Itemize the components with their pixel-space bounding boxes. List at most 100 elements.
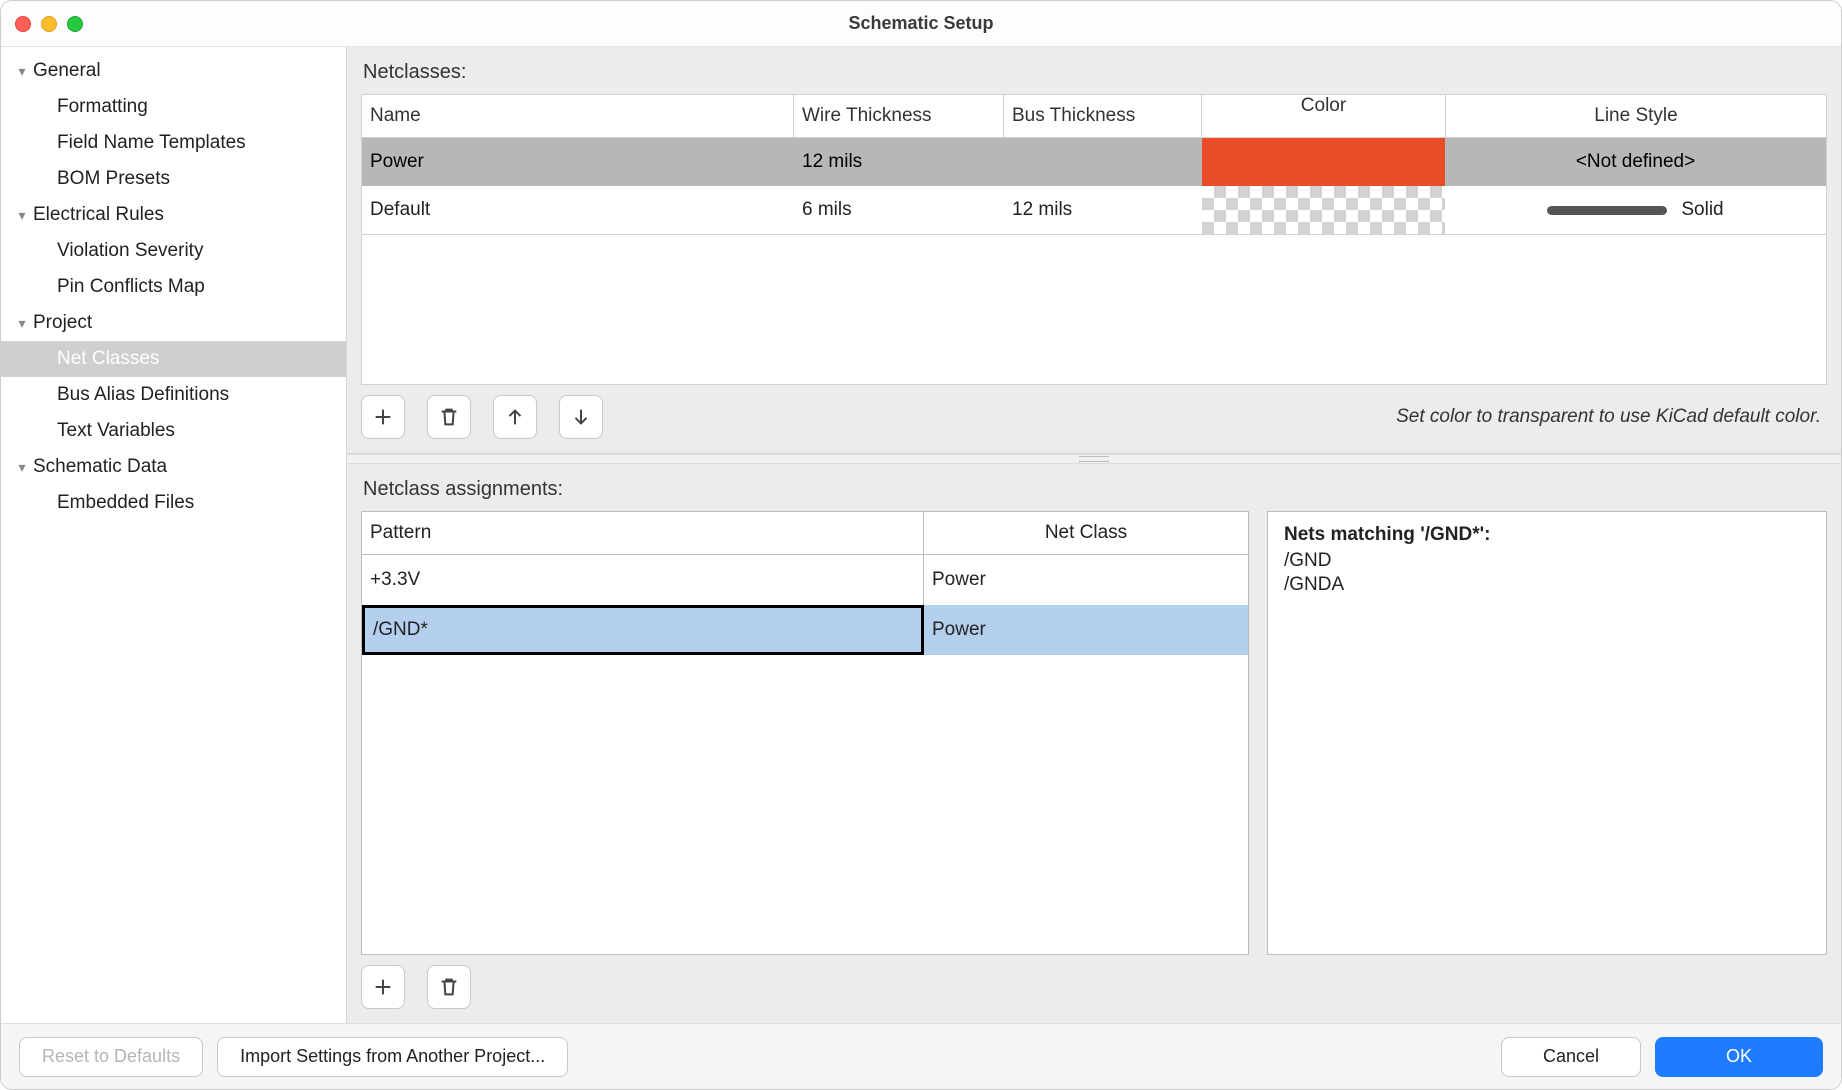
col-name[interactable]: Name: [362, 95, 794, 137]
sidebar-item[interactable]: Text Variables: [1, 413, 346, 449]
netclasses-grid-filler: [361, 235, 1827, 385]
assignments-grid[interactable]: Pattern Net Class +3.3VPower/GND*Power: [361, 511, 1249, 955]
sidebar-item-label: Bus Alias Definitions: [57, 384, 229, 406]
sidebar-item-label: Field Name Templates: [57, 132, 246, 154]
sidebar-item[interactable]: Embedded Files: [1, 485, 346, 521]
add-assignment-button[interactable]: [361, 965, 405, 1009]
sidebar-item-label: Text Variables: [57, 420, 175, 442]
cell-pattern[interactable]: /GND*: [362, 605, 924, 655]
chevron-down-icon: ▾: [11, 63, 33, 80]
netclass-row[interactable]: Power12 mils <Not defined>: [362, 138, 1826, 186]
schematic-setup-window: Schematic Setup ▾GeneralFormattingField …: [0, 0, 1842, 1090]
delete-netclass-button[interactable]: [427, 395, 471, 439]
matching-net: /GNDA: [1284, 574, 1810, 596]
sidebar-item-label: BOM Presets: [57, 168, 170, 190]
matching-nets-heading: Nets matching '/GND*':: [1284, 524, 1810, 546]
main-panel: Netclasses: Name Wire Thickness Bus Thic…: [347, 47, 1841, 1023]
move-up-button[interactable]: [493, 395, 537, 439]
line-style-label: Solid: [1681, 199, 1723, 221]
cell-line-style[interactable]: <Not defined>: [1446, 138, 1826, 186]
sidebar-item[interactable]: Net Classes: [1, 341, 346, 377]
sidebar-item-label: Pin Conflicts Map: [57, 276, 205, 298]
sidebar-group[interactable]: ▾Electrical Rules: [1, 197, 346, 233]
cancel-button[interactable]: Cancel: [1501, 1037, 1641, 1077]
assignment-row[interactable]: +3.3VPower: [362, 555, 1248, 605]
reset-defaults-button[interactable]: Reset to Defaults: [19, 1037, 203, 1077]
col-pattern[interactable]: Pattern: [362, 512, 924, 554]
ok-button[interactable]: OK: [1655, 1037, 1823, 1077]
assignments-grid-header: Pattern Net Class: [362, 512, 1248, 555]
window-controls: [15, 16, 83, 32]
sidebar-item[interactable]: Pin Conflicts Map: [1, 269, 346, 305]
cell-color[interactable]: [1202, 138, 1446, 186]
cell-pattern[interactable]: +3.3V: [362, 555, 924, 605]
cell-name[interactable]: Default: [362, 186, 794, 234]
panel-splitter[interactable]: [347, 454, 1841, 464]
chevron-down-icon: ▾: [11, 207, 33, 224]
close-window-icon[interactable]: [15, 16, 31, 32]
matching-nets-box: Nets matching '/GND*': /GND/GNDA: [1267, 511, 1827, 955]
sidebar-group-label: General: [33, 60, 101, 82]
sidebar: ▾GeneralFormattingField Name TemplatesBO…: [1, 47, 347, 1023]
netclasses-toolbar: Set color to transparent to use KiCad de…: [347, 385, 1841, 453]
cell-color[interactable]: [1202, 186, 1446, 234]
netclasses-panel: Netclasses: Name Wire Thickness Bus Thic…: [347, 47, 1841, 454]
chevron-down-icon: ▾: [11, 315, 33, 332]
sidebar-item[interactable]: Bus Alias Definitions: [1, 377, 346, 413]
delete-assignment-button[interactable]: [427, 965, 471, 1009]
sidebar-group-label: Schematic Data: [33, 456, 167, 478]
zoom-window-icon[interactable]: [67, 16, 83, 32]
cell-name[interactable]: Power: [362, 138, 794, 186]
netclasses-grid[interactable]: Name Wire Thickness Bus Thickness Color …: [361, 94, 1827, 235]
import-settings-button[interactable]: Import Settings from Another Project...: [217, 1037, 568, 1077]
col-bus[interactable]: Bus Thickness: [1004, 95, 1202, 137]
sidebar-group-label: Electrical Rules: [33, 204, 164, 226]
sidebar-group[interactable]: ▾General: [1, 53, 346, 89]
sidebar-item-label: Violation Severity: [57, 240, 203, 262]
color-swatch: [1202, 186, 1445, 234]
col-color[interactable]: Color: [1202, 95, 1446, 137]
assignments-toolbar: [347, 955, 1841, 1023]
line-style-display: Solid: [1547, 199, 1723, 221]
minimize-window-icon[interactable]: [41, 16, 57, 32]
sidebar-item[interactable]: Formatting: [1, 89, 346, 125]
assignment-row[interactable]: /GND*Power: [362, 605, 1248, 655]
netclass-row[interactable]: Default6 mils12 mils Solid: [362, 186, 1826, 234]
sidebar-item[interactable]: Field Name Templates: [1, 125, 346, 161]
line-style-display: <Not defined>: [1576, 151, 1695, 173]
col-wire[interactable]: Wire Thickness: [794, 95, 1004, 137]
line-style-label: <Not defined>: [1576, 151, 1695, 173]
assignments-panel: Netclass assignments: Pattern Net Class …: [347, 464, 1841, 1023]
window-title: Schematic Setup: [1, 13, 1841, 34]
sidebar-item[interactable]: Violation Severity: [1, 233, 346, 269]
col-style[interactable]: Line Style: [1446, 95, 1826, 137]
cell-bus-thickness[interactable]: 12 mils: [1004, 186, 1202, 234]
add-netclass-button[interactable]: [361, 395, 405, 439]
line-preview-icon: [1547, 206, 1667, 215]
move-down-button[interactable]: [559, 395, 603, 439]
cell-netclass[interactable]: Power: [924, 605, 1248, 655]
col-netclass[interactable]: Net Class: [924, 512, 1248, 554]
netclasses-hint: Set color to transparent to use KiCad de…: [1396, 406, 1827, 428]
sidebar-group[interactable]: ▾Project: [1, 305, 346, 341]
content: ▾GeneralFormattingField Name TemplatesBO…: [1, 47, 1841, 1023]
sidebar-group[interactable]: ▾Schematic Data: [1, 449, 346, 485]
sidebar-group-label: Project: [33, 312, 92, 334]
cell-netclass[interactable]: Power: [924, 555, 1248, 605]
footer: Reset to Defaults Import Settings from A…: [1, 1023, 1841, 1089]
assignments-wrap: Pattern Net Class +3.3VPower/GND*Power N…: [347, 511, 1841, 955]
sidebar-item-label: Formatting: [57, 96, 148, 118]
titlebar: Schematic Setup: [1, 1, 1841, 47]
cell-wire-thickness[interactable]: 6 mils: [794, 186, 1004, 234]
color-swatch: [1202, 138, 1445, 186]
netclasses-label: Netclasses:: [347, 47, 1841, 94]
assignments-label: Netclass assignments:: [347, 464, 1841, 511]
cell-line-style[interactable]: Solid: [1446, 186, 1826, 234]
sidebar-item[interactable]: BOM Presets: [1, 161, 346, 197]
sidebar-item-label: Embedded Files: [57, 492, 194, 514]
matching-net: /GND: [1284, 550, 1810, 572]
cell-wire-thickness[interactable]: 12 mils: [794, 138, 1004, 186]
cell-bus-thickness[interactable]: [1004, 138, 1202, 186]
sidebar-item-label: Net Classes: [57, 348, 159, 370]
netclasses-grid-header: Name Wire Thickness Bus Thickness Color …: [362, 95, 1826, 138]
